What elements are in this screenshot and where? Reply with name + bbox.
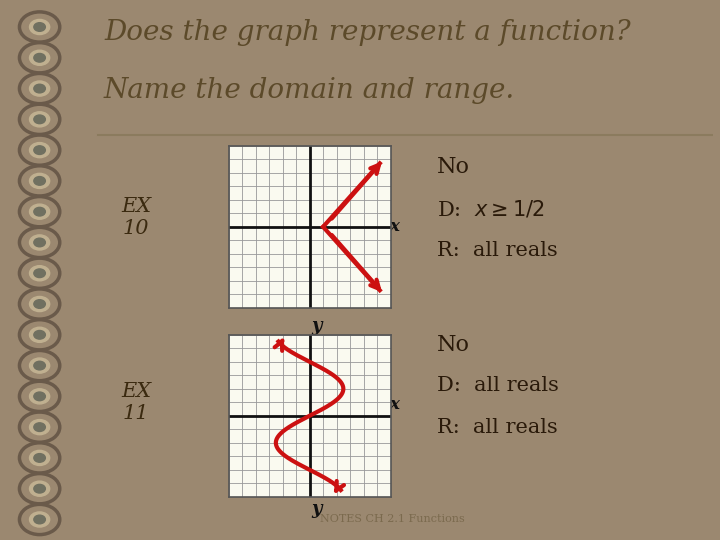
Text: D:  all reals: D: all reals [437, 376, 559, 395]
Text: EX
11: EX 11 [121, 382, 151, 423]
Text: Does the graph represent a function?: Does the graph represent a function? [104, 18, 631, 45]
Text: R:  all reals: R: all reals [437, 418, 558, 437]
Text: No: No [437, 334, 470, 355]
Text: NOTES CH 2.1 Functions: NOTES CH 2.1 Functions [320, 514, 465, 524]
Text: x: x [390, 396, 399, 414]
Text: No: No [437, 156, 470, 178]
Text: x: x [390, 218, 399, 235]
Text: D:  $x \geq 1/2$: D: $x \geq 1/2$ [437, 199, 545, 220]
Text: y: y [312, 316, 322, 335]
Text: y: y [312, 500, 322, 518]
Text: EX
10: EX 10 [121, 197, 151, 238]
Text: R:  all reals: R: all reals [437, 241, 558, 260]
Text: Name the domain and range.: Name the domain and range. [104, 77, 516, 104]
